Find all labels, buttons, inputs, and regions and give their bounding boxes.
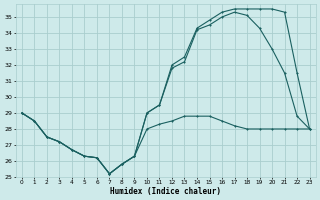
X-axis label: Humidex (Indice chaleur): Humidex (Indice chaleur) bbox=[110, 187, 221, 196]
